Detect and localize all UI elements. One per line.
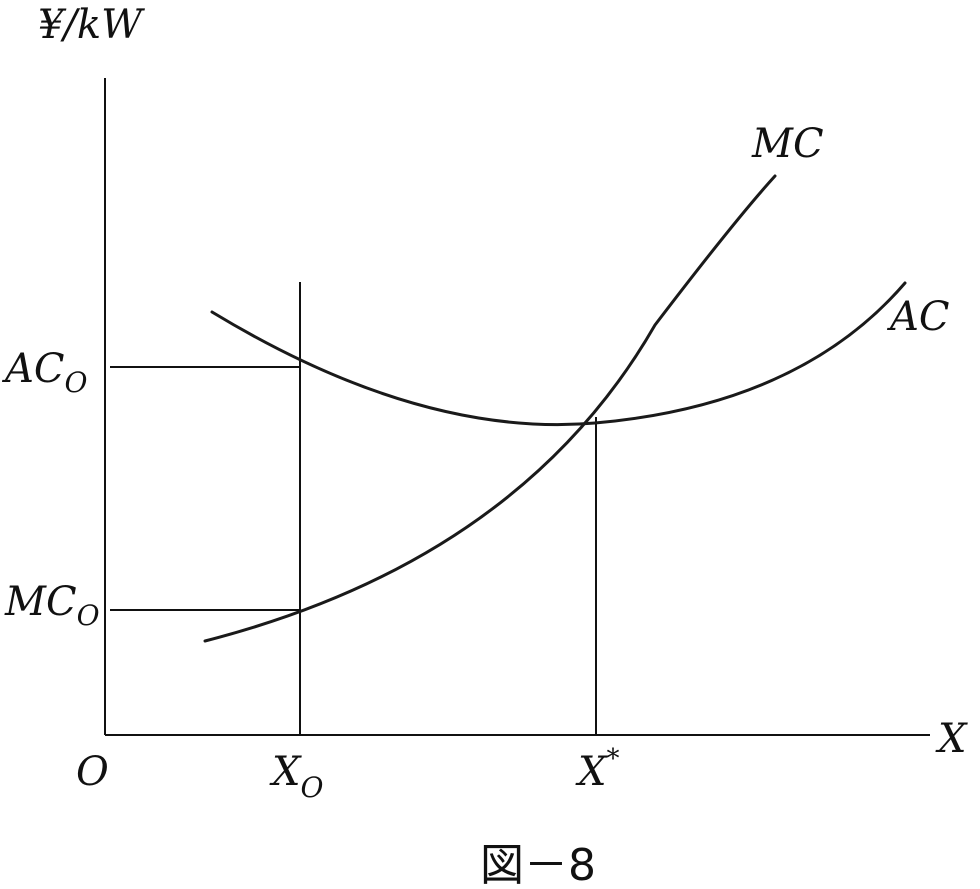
x-axis-label: X	[935, 716, 968, 762]
x0-label: XO	[269, 749, 323, 804]
x0-label-subscript: O	[300, 771, 323, 804]
ac0-label: ACO	[1, 346, 88, 399]
mc0-label: MCO	[4, 579, 100, 632]
mc0-label-main: MC	[4, 579, 77, 625]
x0-label-main: X	[269, 749, 302, 795]
xstar-label-main: X	[575, 749, 608, 795]
ac-curve	[210, 281, 907, 427]
mc0-label-subscript: O	[77, 599, 100, 632]
ac-curve-label: AC	[886, 294, 950, 340]
ac0-label-main: AC	[1, 346, 65, 392]
mc-curve-label: MC	[751, 121, 824, 167]
figure-caption: 図－8	[480, 840, 596, 889]
y-axis-label: ¥/kW	[38, 2, 145, 48]
mc-curve	[203, 174, 777, 643]
origin-label: O	[76, 749, 109, 795]
xstar-label: X*	[575, 744, 619, 795]
ac0-label-subscript: O	[65, 366, 88, 399]
xstar-label-superscript: *	[606, 744, 619, 774]
